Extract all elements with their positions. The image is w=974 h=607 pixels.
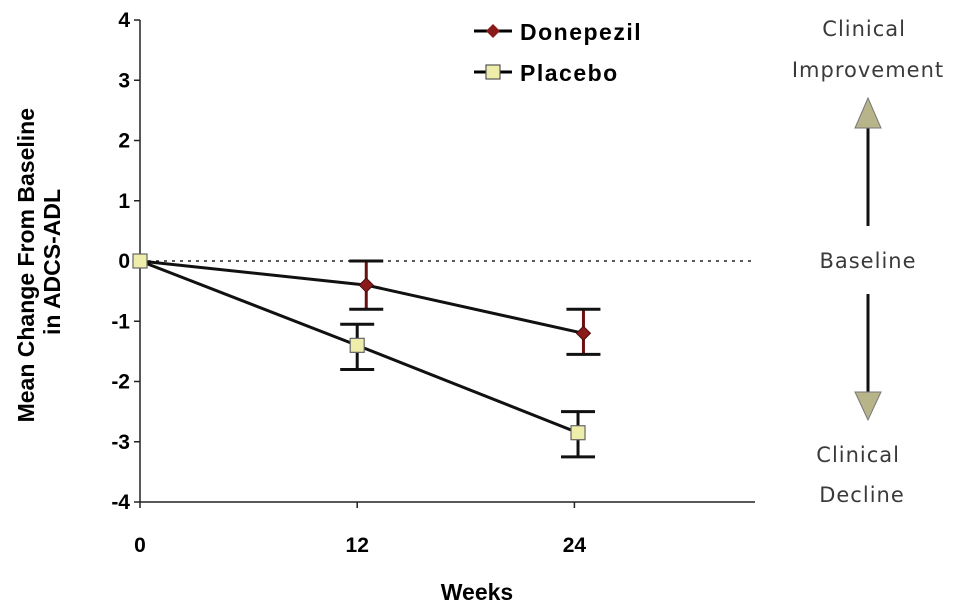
- x-tick-label-12: 12: [346, 534, 369, 557]
- annotation-decline: Clinical Decline: [816, 443, 907, 507]
- annotation-baseline: Baseline: [819, 249, 916, 273]
- data-markers: [132, 253, 592, 441]
- axes: [134, 19, 755, 508]
- y-tick-label-2: 2: [118, 130, 130, 153]
- y-tick-label-1: 1: [118, 190, 130, 213]
- y-tick-label--2: -2: [111, 371, 130, 394]
- y-tick-label--3: -3: [111, 431, 130, 454]
- legend-item-donepezil: Donepezil: [474, 19, 642, 45]
- marker-placebo-0: [132, 253, 148, 269]
- x-axis-title: Weeks: [441, 579, 513, 605]
- y-tick-label--4: -4: [111, 491, 130, 514]
- annotations: Clinical Improvement Baseline Clinical D…: [792, 17, 944, 507]
- annotation-improvement-line-1: Clinical: [822, 17, 906, 41]
- arrow-down-icon: [854, 294, 882, 422]
- y-axis-title-line-1: Mean Change From Baseline: [13, 108, 39, 422]
- legend-label-placebo: Placebo: [520, 60, 619, 86]
- y-axis-title-line-2: in ADCS-ADL: [39, 189, 65, 335]
- y-tick-label-4: 4: [118, 9, 130, 32]
- annotation-decline-line-2: Decline: [819, 483, 905, 507]
- marker-donepezil-1: [358, 277, 374, 293]
- error-bars: [340, 259, 601, 459]
- marker-placebo-1: [349, 337, 365, 353]
- line-donepezil: [139, 259, 584, 335]
- legend-label-donepezil: Donepezil: [520, 19, 642, 45]
- annotation-improvement-line-2: Improvement: [792, 58, 944, 82]
- legend-marker-donepezil: [486, 24, 500, 38]
- marker-donepezil-2: [575, 325, 592, 342]
- y-tick-label--1: -1: [111, 310, 130, 333]
- y-tick-label-0: 0: [118, 250, 130, 273]
- legend-marker-placebo: [485, 64, 501, 80]
- annotation-decline-line-1: Clinical: [816, 443, 900, 467]
- arrow-up-icon: [854, 96, 882, 226]
- x-tick-label-24: 24: [563, 534, 587, 557]
- annotation-improvement: Clinical Improvement: [792, 17, 944, 82]
- x-tick-label-0: 0: [134, 534, 146, 557]
- legend-item-placebo: Placebo: [474, 60, 619, 86]
- y-axis-title: Mean Change From Baseline in ADCS-ADL: [13, 102, 65, 423]
- y-tick-label-3: 3: [118, 69, 130, 92]
- marker-placebo-2: [570, 425, 586, 441]
- legend: Donepezil Placebo: [474, 19, 642, 86]
